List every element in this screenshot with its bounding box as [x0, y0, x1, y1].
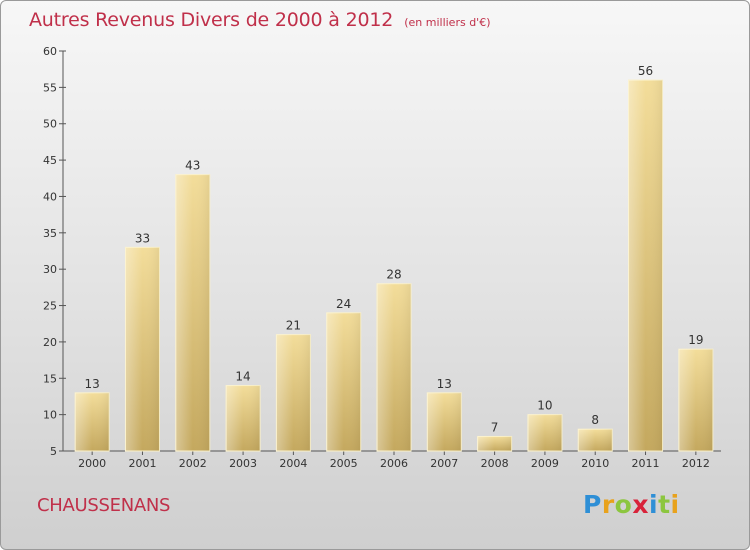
x-tick-label-2005: 2005	[330, 457, 358, 470]
y-tick-label: 30	[43, 263, 57, 276]
x-tick-label-2002: 2002	[179, 457, 207, 470]
x-tick-label-2008: 2008	[481, 457, 509, 470]
data-label-2000: 13	[85, 377, 100, 391]
place-name: CHAUSSENANS	[37, 495, 171, 516]
bar-shine-2006	[377, 283, 411, 451]
data-label-2007: 13	[437, 377, 452, 391]
chart-title-block: Autres Revenus Divers de 2000 à 2012 (en…	[29, 9, 491, 31]
bar-shine-2010	[578, 429, 613, 451]
logo-letter: x	[632, 490, 649, 519]
logo-letter: o	[614, 490, 633, 519]
bar-shine-2009	[527, 414, 562, 451]
data-label-2006: 28	[386, 268, 401, 282]
x-tick-label-2000: 2000	[78, 457, 106, 470]
data-label-2011: 56	[638, 64, 653, 78]
y-tick-label: 40	[43, 190, 57, 203]
chart-subtitle: (en milliers d'€)	[404, 16, 491, 29]
x-tick-label-2004: 2004	[279, 457, 307, 470]
x-tick-label-2009: 2009	[531, 457, 559, 470]
x-tick-label-2010: 2010	[581, 457, 609, 470]
bar-shine-2011	[628, 80, 663, 451]
logo-letter: i	[670, 490, 680, 519]
y-tick-label: 10	[43, 409, 57, 422]
y-tick-label: 15	[43, 372, 57, 385]
data-label-2005: 24	[336, 297, 351, 311]
bar-shine-2008	[477, 436, 512, 451]
logo-letter: r	[601, 490, 615, 519]
data-label-2002: 43	[185, 159, 200, 173]
x-tick-label-2006: 2006	[380, 457, 408, 470]
y-tick-label: 55	[43, 81, 57, 94]
bar-shine-2005	[326, 312, 361, 451]
logo-letter: i	[649, 490, 659, 519]
y-tick-label: 35	[43, 227, 57, 240]
x-tick-label-2003: 2003	[229, 457, 257, 470]
bar-shine-2002	[175, 174, 210, 452]
x-tick-label-2011: 2011	[632, 457, 660, 470]
data-label-2003: 14	[235, 370, 250, 384]
proxiti-logo: Proxiti	[583, 490, 680, 519]
data-label-2001: 33	[135, 231, 150, 245]
y-tick-label: 20	[43, 336, 57, 349]
y-tick-label: 50	[43, 118, 57, 131]
bar-shine-2004	[276, 334, 311, 451]
bar-shine-2001	[125, 247, 160, 451]
x-tick-label-2012: 2012	[682, 457, 710, 470]
x-tick-label-2007: 2007	[430, 457, 458, 470]
y-tick-label: 5	[50, 445, 57, 458]
chart-title: Autres Revenus Divers de 2000 à 2012	[29, 9, 394, 31]
data-label-2009: 10	[537, 399, 552, 413]
y-tick-label: 25	[43, 300, 57, 313]
x-tick-label-2001: 2001	[128, 457, 156, 470]
y-tick-label: 60	[43, 45, 57, 58]
data-label-2008: 7	[491, 420, 499, 434]
bar-shine-2007	[427, 392, 462, 451]
logo-letter: t	[658, 490, 671, 519]
bar-shine-2000	[75, 392, 110, 451]
y-tick-label: 45	[43, 154, 57, 167]
data-label-2004: 21	[286, 319, 301, 333]
bar-shine-2012	[678, 349, 713, 451]
data-label-2010: 8	[591, 413, 599, 427]
bar-shine-2003	[226, 385, 261, 451]
data-label-2012: 19	[688, 333, 703, 347]
logo-letter: P	[583, 490, 602, 519]
